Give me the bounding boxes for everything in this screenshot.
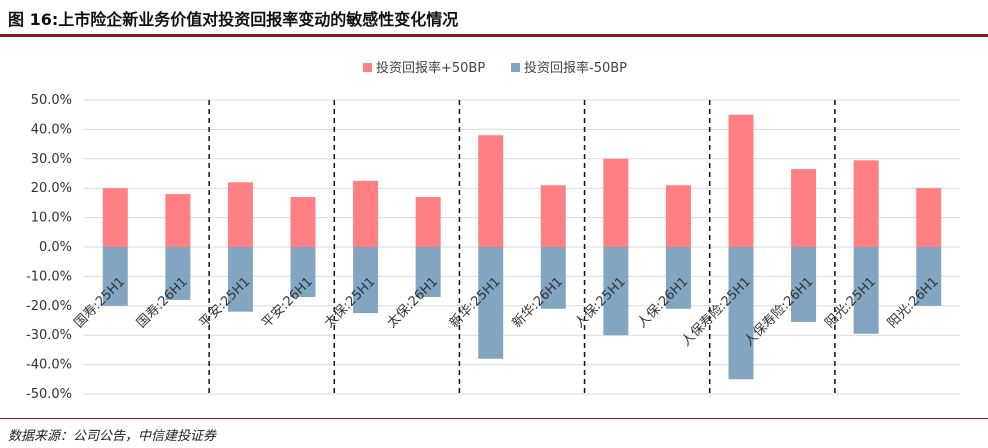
bar-minus-8 [603,247,629,336]
legend-label: 投资回报率-50BP [524,60,627,76]
y-tick-label: 20.0% [31,181,72,196]
y-tick-label: -10.0% [26,269,72,284]
bar-plus-2 [227,182,253,247]
bar-minus-7 [540,247,566,309]
gridlines [84,99,960,395]
legend: 投资回报率+50BP 投资回报率-50BP [363,60,627,76]
legend-label: 投资回报率+50BP [376,60,485,76]
bar-plus-10 [728,114,754,247]
group-separators [208,100,836,396]
y-tick-label: 10.0% [31,211,72,226]
bar-minus-11 [791,247,817,322]
bar-minus-3 [290,247,316,297]
bar-minus-4 [353,247,379,314]
y-tick-label: 30.0% [31,152,72,167]
bar-plus-12 [853,160,879,247]
bar-plus-3 [290,197,316,247]
title-rule [0,34,988,37]
bar-plus-9 [665,185,691,247]
figure-title: 图 16:上市险企新业务价值对投资回报率变动的敏感性变化情况 [8,10,459,29]
y-axis-ticks: -50.0% -40.0% -30.0% -20.0% -10.0% 0.0% 10.0% 2… [26,93,72,402]
y-tick-label: 40.0% [31,122,72,137]
category-label: 平安:26H1 [259,275,316,332]
source-note: 数据来源：公司公告，中信建投证券 [8,429,217,444]
footer-rule [0,418,988,419]
bar-minus-5 [415,247,441,297]
bar-plus-1 [165,194,191,247]
y-tick-label: 0.0% [39,240,72,255]
y-tick-label: -30.0% [26,328,72,343]
bar-plus-5 [415,197,441,247]
bar-minus-2 [227,247,253,312]
bar-minus-0 [102,247,128,306]
category-label: 国寿:26H1 [134,275,191,332]
bar-plus-6 [478,135,504,247]
bar-plus-0 [102,188,128,247]
legend-swatch [511,63,520,72]
bar-plus-11 [791,169,817,247]
y-tick-label: -40.0% [26,358,72,373]
bar-plus-7 [540,185,566,247]
bars [102,114,942,380]
bar-minus-12 [853,247,879,334]
bar-chart: 投资回报率+50BP 投资回报率-50BP -50.0%-40.0%-30.0%-… [26,60,960,402]
y-tick-label: 50.0% [31,93,72,108]
bar-minus-9 [665,247,691,309]
y-tick-label: -50.0% [26,387,72,402]
bar-minus-13 [916,247,942,306]
bar-plus-4 [353,180,379,247]
bar-minus-6 [478,247,504,359]
bar-plus-13 [916,188,942,247]
bar-plus-8 [603,158,629,247]
legend-swatch [363,63,372,72]
bar-minus-10 [728,247,754,380]
y-tick-label: -20.0% [26,299,72,314]
category-label: 太保:26H1 [384,275,441,332]
bar-minus-1 [165,247,191,300]
